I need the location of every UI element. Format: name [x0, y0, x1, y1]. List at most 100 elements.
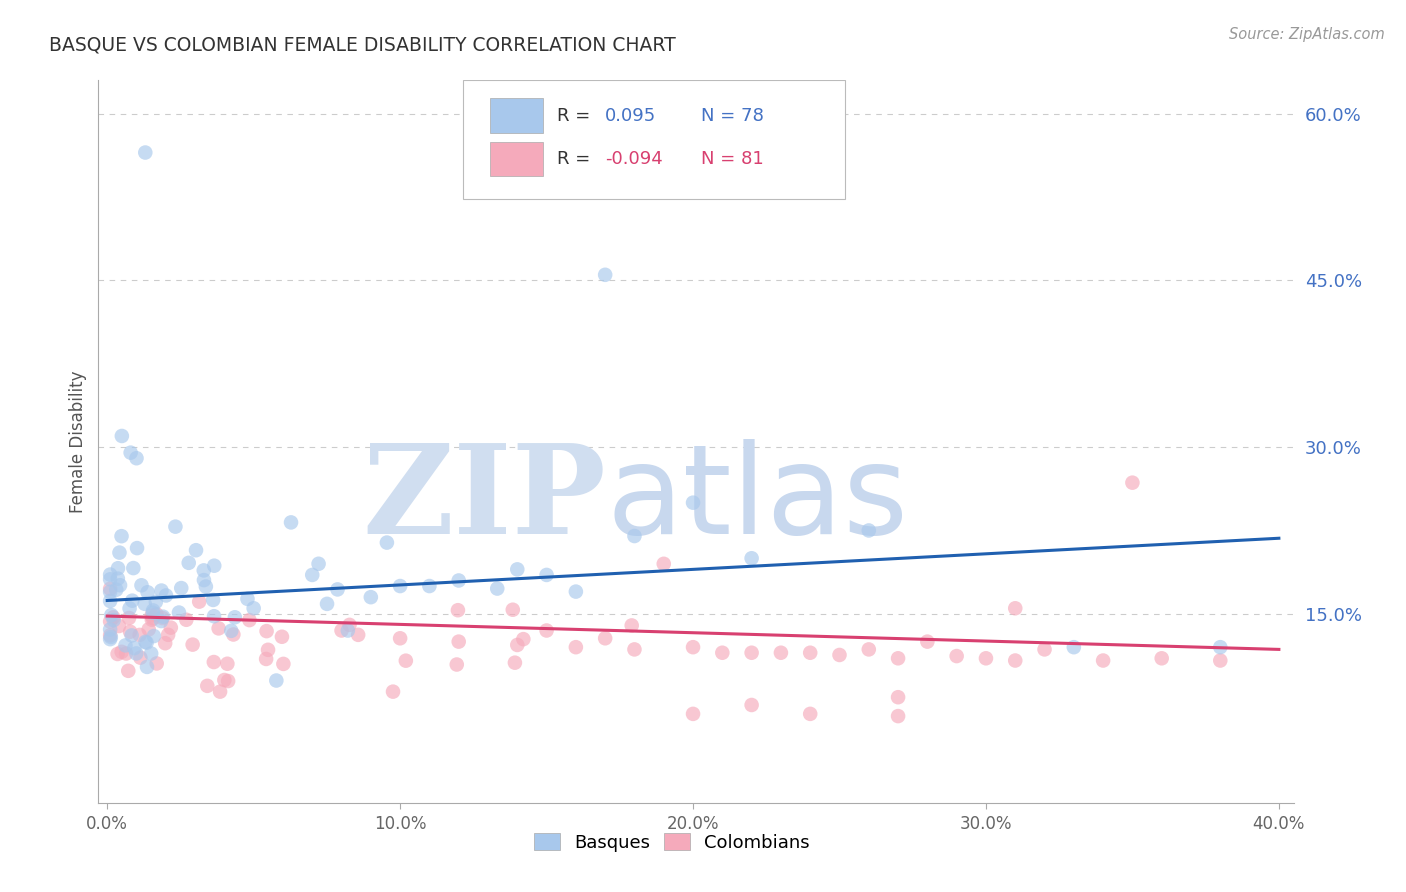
Text: BASQUE VS COLOMBIAN FEMALE DISABILITY CORRELATION CHART: BASQUE VS COLOMBIAN FEMALE DISABILITY CO…: [49, 36, 676, 54]
Point: [1209, 653, 1232, 667]
Point: [308, 557, 330, 571]
Point: [503, 656, 526, 670]
Point: [145, 607, 167, 622]
Point: [118, 601, 141, 615]
Point: [254, 652, 277, 666]
Point: [336, 624, 359, 638]
Point: [446, 657, 468, 672]
Point: [152, 609, 174, 624]
Point: [153, 636, 176, 650]
Point: [828, 648, 851, 662]
Point: [202, 655, 225, 669]
Point: [98, 584, 121, 599]
FancyBboxPatch shape: [491, 98, 543, 133]
Point: [155, 589, 177, 603]
Point: [114, 639, 136, 653]
Point: [100, 630, 122, 644]
Y-axis label: Female Disability: Female Disability: [69, 370, 87, 513]
Point: [623, 642, 645, 657]
Point: [98, 615, 121, 629]
Point: [536, 568, 558, 582]
Point: [134, 635, 156, 649]
Point: [1033, 642, 1056, 657]
Point: [107, 561, 129, 575]
Point: [506, 562, 529, 576]
Point: [887, 651, 910, 665]
Point: [217, 657, 239, 671]
Point: [103, 610, 125, 624]
Point: [395, 654, 418, 668]
Point: [593, 268, 616, 282]
Point: [145, 595, 167, 609]
Point: [157, 628, 180, 642]
Point: [238, 613, 260, 627]
Point: [122, 561, 145, 575]
Point: [418, 579, 440, 593]
Point: [741, 646, 763, 660]
Point: [120, 445, 142, 459]
Point: [107, 572, 129, 586]
Point: [447, 574, 470, 588]
Point: [799, 646, 821, 660]
Point: [100, 608, 122, 623]
Point: [266, 673, 288, 688]
Point: [280, 516, 302, 530]
Point: [593, 632, 616, 646]
Point: [222, 627, 245, 641]
Point: [236, 591, 259, 606]
Point: [375, 535, 398, 549]
Point: [129, 650, 152, 665]
Point: [181, 638, 204, 652]
Point: [330, 624, 353, 638]
Point: [486, 582, 509, 596]
Point: [138, 623, 160, 637]
Point: [98, 572, 121, 586]
Point: [1092, 653, 1115, 667]
Point: [257, 642, 280, 657]
Point: [382, 684, 405, 698]
Point: [1209, 640, 1232, 655]
Point: [141, 608, 163, 623]
Point: [1004, 653, 1026, 667]
Point: [131, 578, 153, 592]
Point: [111, 645, 134, 659]
Point: [224, 610, 246, 624]
Point: [301, 568, 323, 582]
Point: [887, 690, 910, 705]
Point: [108, 546, 131, 560]
Point: [125, 647, 148, 661]
FancyBboxPatch shape: [463, 80, 845, 200]
Point: [134, 145, 156, 160]
Text: N = 78: N = 78: [700, 107, 763, 125]
Point: [193, 563, 215, 577]
Point: [202, 558, 225, 573]
Point: [120, 624, 142, 639]
Point: [108, 619, 131, 633]
Point: [360, 590, 382, 604]
Point: [682, 706, 704, 721]
Point: [98, 582, 121, 596]
Point: [512, 632, 534, 647]
Point: [974, 651, 997, 665]
Point: [887, 709, 910, 723]
Point: [118, 611, 141, 625]
Point: [125, 541, 148, 555]
Point: [945, 649, 967, 664]
Point: [858, 642, 880, 657]
Point: [799, 706, 821, 721]
Point: [242, 601, 264, 615]
Point: [1150, 651, 1173, 665]
Point: [256, 624, 278, 639]
Point: [124, 641, 146, 656]
Point: [159, 621, 181, 635]
Point: [209, 684, 232, 698]
Text: R =: R =: [557, 150, 596, 168]
Text: ZIP: ZIP: [363, 439, 606, 560]
Point: [98, 594, 121, 608]
Point: [98, 632, 121, 647]
Text: 0.095: 0.095: [605, 107, 657, 125]
Text: atlas: atlas: [606, 439, 908, 560]
Point: [316, 597, 339, 611]
Point: [121, 628, 143, 642]
Point: [447, 603, 470, 617]
